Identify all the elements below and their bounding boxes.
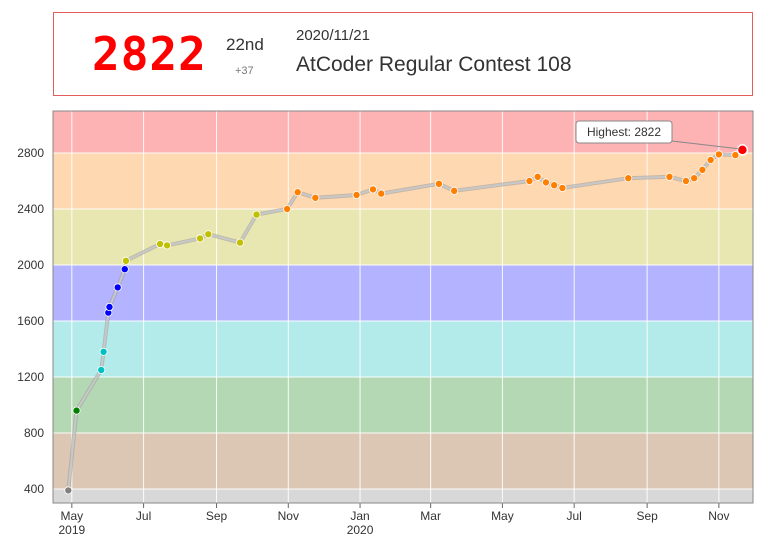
y-tick-label: 1200	[17, 370, 44, 384]
x-tick-label: Jul	[136, 509, 151, 523]
rating-point[interactable]	[558, 183, 567, 192]
rating-point[interactable]	[731, 151, 740, 160]
rating-point[interactable]	[434, 179, 443, 188]
rating-point[interactable]	[624, 174, 633, 183]
x-tick-label: Mar	[420, 509, 441, 523]
highest-rating-point[interactable]	[736, 144, 749, 156]
rating-point[interactable]	[97, 365, 106, 374]
rating-point[interactable]	[714, 150, 723, 159]
rating-band	[53, 209, 753, 265]
y-tick-label: 2800	[17, 146, 44, 160]
rating-point[interactable]	[163, 241, 172, 250]
rating-point[interactable]	[450, 186, 459, 195]
rating-point[interactable]	[99, 347, 108, 356]
rating-band	[53, 489, 753, 503]
rating-diff: +37	[235, 65, 254, 77]
y-tick-label: 1600	[17, 314, 44, 328]
contest-date: 2020/11/21	[296, 27, 370, 44]
rating-point[interactable]	[283, 204, 292, 213]
rating-point[interactable]	[121, 256, 130, 265]
x-tick-label: Jan	[350, 509, 369, 523]
x-tick-year: 2020	[347, 523, 374, 537]
x-tick-label: Sep	[636, 509, 658, 523]
highest-tooltip-label: Highest: 2822	[587, 125, 661, 139]
rating-point[interactable]	[64, 486, 73, 495]
rating-point[interactable]	[541, 178, 550, 187]
plot-frame	[52, 110, 754, 504]
x-tick-label: Nov	[278, 509, 299, 523]
rating-point[interactable]	[311, 193, 320, 202]
x-tick-label: Jul	[567, 509, 582, 523]
highest-pointer	[671, 140, 740, 150]
rating-point[interactable]	[550, 181, 559, 190]
rating-point[interactable]	[105, 302, 114, 311]
y-tick-label: 2000	[17, 258, 44, 272]
rating-band	[53, 321, 753, 377]
y-tick-label: 800	[24, 426, 44, 440]
x-tick-label: Sep	[206, 509, 228, 523]
x-tick-label: May	[60, 509, 83, 523]
rating-point[interactable]	[698, 165, 707, 174]
rating-point[interactable]	[533, 172, 542, 181]
rating-band	[53, 433, 753, 489]
rating-point[interactable]	[368, 185, 377, 194]
contest-place: 22nd	[226, 35, 264, 54]
rating-point[interactable]	[196, 234, 205, 243]
x-tick-year: 2019	[58, 523, 85, 537]
rating-point[interactable]	[681, 176, 690, 185]
rating-point[interactable]	[690, 174, 699, 183]
current-rating: 2822	[92, 27, 207, 81]
contest-name[interactable]: AtCoder Regular Contest 108	[296, 53, 572, 76]
rating-point[interactable]	[72, 406, 81, 415]
rating-point[interactable]	[352, 190, 361, 199]
rating-point[interactable]	[665, 172, 674, 181]
rating-point[interactable]	[377, 189, 386, 198]
contest-status-panel: 2822 22nd +37 2020/11/21 AtCoder Regular…	[53, 12, 753, 96]
rating-point[interactable]	[252, 210, 261, 219]
y-tick-label: 400	[24, 482, 44, 496]
rating-point[interactable]	[113, 283, 122, 292]
rating-point[interactable]	[236, 238, 245, 247]
rating-point[interactable]	[204, 230, 213, 239]
rating-point[interactable]	[706, 155, 715, 164]
highest-tooltip-box	[575, 120, 673, 144]
rating-point[interactable]	[120, 265, 129, 274]
rating-point[interactable]	[156, 239, 165, 248]
rating-point[interactable]	[525, 176, 534, 185]
rating-band	[53, 377, 753, 433]
rating-band	[53, 265, 753, 321]
y-tick-label: 2400	[17, 202, 44, 216]
rating-point[interactable]	[293, 188, 302, 197]
x-tick-label: May	[491, 509, 514, 523]
x-tick-label: Nov	[708, 509, 729, 523]
rating-band	[53, 153, 753, 209]
